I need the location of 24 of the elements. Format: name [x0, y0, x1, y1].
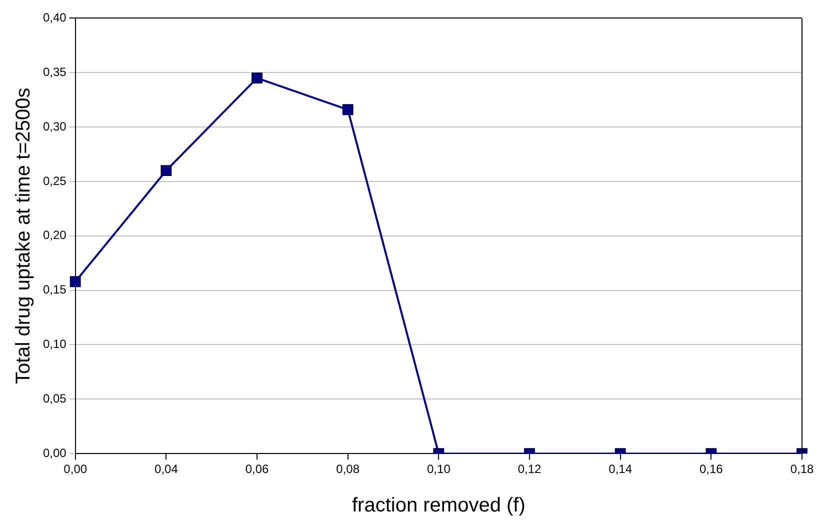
y-axis-title: Total drug uptake at time t=2500s — [12, 88, 35, 384]
y-tick-label: 0,05 — [42, 391, 67, 406]
point — [252, 72, 262, 84]
x-tick-label: 0,00 — [64, 462, 88, 476]
y-tick-label: 0,30 — [42, 119, 67, 134]
x-axis-title: fraction removed (f) — [352, 494, 526, 517]
y-tick-label: 0,00 — [42, 446, 67, 460]
y-tick-label: 0,35 — [42, 64, 67, 79]
x-tick-label: 0,04 — [154, 462, 178, 476]
x-tick-label: 0,12 — [518, 462, 542, 476]
y-tick-label: 0,25 — [42, 174, 67, 188]
x-tick-label: 0,14 — [608, 462, 632, 476]
x-tick-label: 0,10 — [427, 462, 451, 476]
y-tick-label: 0,10 — [42, 337, 67, 352]
y-tick-label: 0,40 — [42, 10, 67, 25]
x-tick-label: 0,06 — [245, 462, 270, 476]
point — [342, 104, 354, 116]
x-tick-label: 0,08 — [336, 462, 360, 476]
x-tick-label: 0,16 — [699, 462, 724, 476]
point — [160, 165, 172, 176]
x-tick-label: 0,18 — [790, 462, 814, 476]
y-tick-label: 0,15 — [42, 282, 67, 297]
y-tick-label: 0,20 — [42, 228, 67, 242]
point — [70, 276, 81, 288]
